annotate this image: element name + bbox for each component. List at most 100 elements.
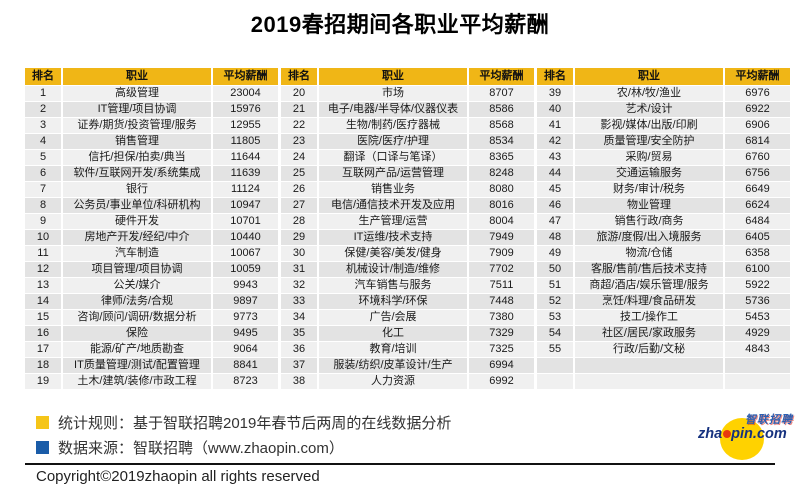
occupation-cell: 质量管理/安全防护: [575, 134, 723, 149]
salary-cell: 9064: [213, 342, 278, 357]
salary-cell: 7448: [469, 294, 534, 309]
occupation-cell: 电子/电器/半导体/仪器仪表: [319, 102, 467, 117]
rank-cell: 21: [281, 102, 317, 117]
occupation-cell: 市场: [319, 86, 467, 101]
column-header: 职业: [319, 68, 467, 85]
occupation-cell: 证券/期货/投资管理/服务: [63, 118, 211, 133]
salary-cell: 6922: [725, 102, 790, 117]
salary-cell: [725, 374, 790, 389]
rank-cell: 11: [25, 246, 61, 261]
rank-cell: 24: [281, 150, 317, 165]
rank-cell: 53: [537, 310, 573, 325]
salary-cell: 8365: [469, 150, 534, 165]
rank-cell: 3: [25, 118, 61, 133]
logo-chinese-brand-text: 智联招聘: [745, 414, 793, 426]
data-source-text: 数据来源：智联招聘（www.zhaopin.com）: [58, 440, 344, 457]
column-header: 职业: [63, 68, 211, 85]
yellow-square-bullet-icon: [36, 416, 49, 429]
salary-cell: 9495: [213, 326, 278, 341]
occupation-cell: 保险: [63, 326, 211, 341]
occupation-cell: 高级管理: [63, 86, 211, 101]
salary-cell: 7909: [469, 246, 534, 261]
salary-cell: 8723: [213, 374, 278, 389]
rank-cell: 51: [537, 278, 573, 293]
rank-cell: 15: [25, 310, 61, 325]
salary-cell: 4843: [725, 342, 790, 357]
salary-cell: 7329: [469, 326, 534, 341]
rank-cell: 8: [25, 198, 61, 213]
salary-cell: 5453: [725, 310, 790, 325]
rank-cell: 4: [25, 134, 61, 149]
rank-cell: 44: [537, 166, 573, 181]
rank-cell: 20: [281, 86, 317, 101]
occupation-cell: 电信/通信技术开发及应用: [319, 198, 467, 213]
salary-cell: 8568: [469, 118, 534, 133]
occupation-cell: 影视/媒体/出版/印刷: [575, 118, 723, 133]
rank-cell: 28: [281, 214, 317, 229]
salary-cell: 8016: [469, 198, 534, 213]
rank-cell: 14: [25, 294, 61, 309]
salary-cell: 6756: [725, 166, 790, 181]
column-header: 排名: [537, 68, 573, 85]
salary-cell: 10701: [213, 214, 278, 229]
salary-cell: 6906: [725, 118, 790, 133]
occupation-cell: 采购/贸易: [575, 150, 723, 165]
rank-cell: 45: [537, 182, 573, 197]
salary-cell: 5922: [725, 278, 790, 293]
occupation-cell: 机械设计/制造/维修: [319, 262, 467, 277]
occupation-cell: 生物/制药/医疗器械: [319, 118, 467, 133]
occupation-cell: 房地产开发/经纪/中介: [63, 230, 211, 245]
occupation-cell: 化工: [319, 326, 467, 341]
blue-square-bullet-icon: [36, 441, 49, 454]
salary-cell: 6649: [725, 182, 790, 197]
rank-cell: 46: [537, 198, 573, 213]
rank-cell: 38: [281, 374, 317, 389]
salary-cell: 15976: [213, 102, 278, 117]
occupation-cell: 销售业务: [319, 182, 467, 197]
rank-cell: 1: [25, 86, 61, 101]
salary-cell: 6992: [469, 374, 534, 389]
rank-cell: 6: [25, 166, 61, 181]
copyright-text: Copyright©2019zhaopin all rights reserve…: [36, 468, 320, 485]
column-header: 平均薪酬: [725, 68, 790, 85]
occupation-cell: 财务/审计/税务: [575, 182, 723, 197]
occupation-cell: 信托/担保/拍卖/典当: [63, 150, 211, 165]
column-header: 平均薪酬: [469, 68, 534, 85]
salary-cell: 5736: [725, 294, 790, 309]
stats-rule-note: 统计规则：基于智联招聘2019年春节后两周的在线数据分析: [36, 412, 451, 433]
occupation-cell: 公务员/事业单位/科研机构: [63, 198, 211, 213]
occupation-cell: 社区/居民/家政服务: [575, 326, 723, 341]
salary-cell: 7325: [469, 342, 534, 357]
column-header: 排名: [25, 68, 61, 85]
salary-cell: 8248: [469, 166, 534, 181]
logo-domain-text: zha pin.com: [698, 426, 787, 442]
salary-cell: 7511: [469, 278, 534, 293]
table-group-1: 排名 职业 平均薪酬 1 高级管理 23004 2 IT管理/项目协调 15976 3 证券/期货/…: [25, 68, 278, 389]
salary-cell: 10947: [213, 198, 278, 213]
occupation-cell: 农/林/牧/渔业: [575, 86, 723, 101]
rank-cell: 32: [281, 278, 317, 293]
salary-cell: [725, 358, 790, 373]
occupation-cell: 项目管理/项目协调: [63, 262, 211, 277]
rank-cell: 49: [537, 246, 573, 261]
occupation-cell: 公关/媒介: [63, 278, 211, 293]
occupation-cell: IT运维/技术支持: [319, 230, 467, 245]
rank-cell: 54: [537, 326, 573, 341]
rank-cell: 19: [25, 374, 61, 389]
salary-cell: 6100: [725, 262, 790, 277]
occupation-cell: 广告/会展: [319, 310, 467, 325]
occupation-cell: 环境科学/环保: [319, 294, 467, 309]
occupation-cell: [575, 358, 723, 373]
rank-cell: 22: [281, 118, 317, 133]
divider-line: [25, 463, 775, 465]
salary-cell: 6484: [725, 214, 790, 229]
rank-cell: 25: [281, 166, 317, 181]
rank-cell: 48: [537, 230, 573, 245]
occupation-cell: 保健/美容/美发/健身: [319, 246, 467, 261]
logo-domain-right: pin.com: [731, 426, 787, 442]
occupation-cell: 服装/纺织/皮革设计/生产: [319, 358, 467, 373]
rank-cell: 52: [537, 294, 573, 309]
table-group-2: 排名 职业 平均薪酬 20 市场 8707 21 电子/电器/半导体/仪器仪表 8586 22 生物…: [281, 68, 534, 389]
occupation-cell: 土木/建筑/装修/市政工程: [63, 374, 211, 389]
rank-cell: 35: [281, 326, 317, 341]
